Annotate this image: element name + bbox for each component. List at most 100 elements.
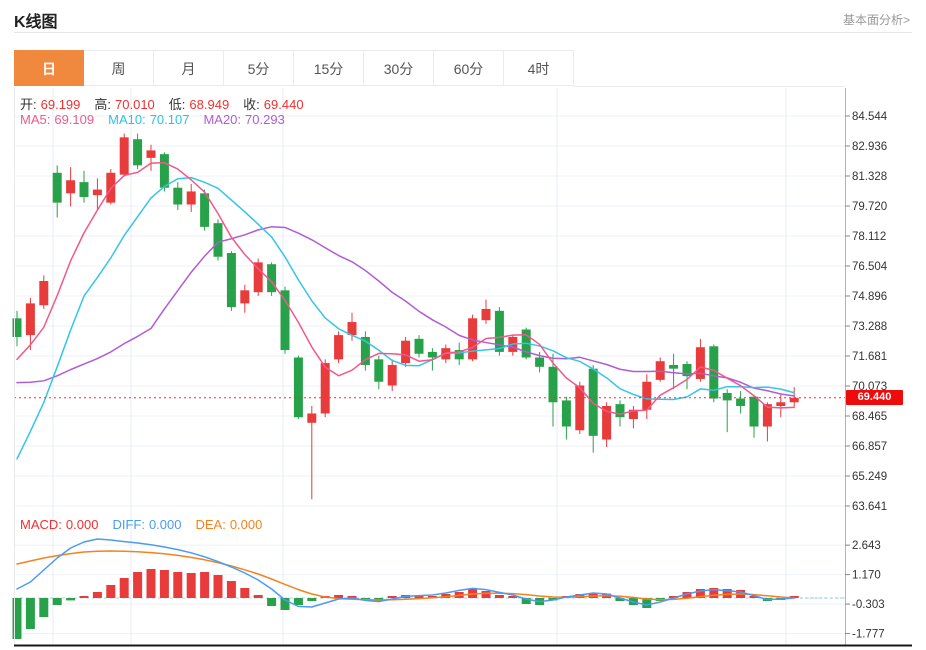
candle-body — [548, 366, 558, 403]
ohlc-row-value-1: 70.010 — [115, 97, 155, 112]
chart-area: 84.544 82.936 81.328 79.720 78.112 76.504 74.8… — [0, 88, 926, 650]
tab-30分[interactable]: 30分 — [364, 50, 434, 86]
ohlc-row-value-2: 68.949 — [189, 97, 230, 112]
macd-bar — [722, 589, 732, 598]
candle-body — [186, 191, 196, 205]
ohlc-row-label-3: 收: — [243, 97, 260, 112]
tab-日[interactable]: 日 — [14, 50, 84, 86]
macd-bar — [159, 570, 169, 598]
macd-bar — [200, 572, 210, 598]
macd-bar — [293, 598, 303, 605]
candle-body — [240, 290, 250, 304]
candle-body — [173, 187, 183, 205]
candle-body — [226, 253, 236, 308]
macd-bar — [240, 588, 250, 598]
macd-row-value-1: 0.000 — [148, 517, 182, 532]
ohlc-row-label-1: 高: — [94, 97, 112, 112]
last-price-badge: 69.440 — [846, 390, 903, 406]
macd-row-value-0: 0.000 — [65, 517, 99, 532]
macd-row-label-0: MACD: — [20, 517, 62, 532]
main-axis-tick: 63.641 — [852, 501, 887, 513]
tab-周[interactable]: 周 — [84, 50, 154, 86]
macd-legend: MACD: 0.000 DIFF: 0.000 DEA: 0.000 — [20, 517, 276, 532]
tab-月[interactable]: 月 — [154, 50, 224, 86]
candle-body — [52, 172, 62, 203]
kline-chart-canvas[interactable]: 84.544 82.936 81.328 79.720 78.112 76.504 74.8… — [0, 88, 926, 650]
macd-bar — [709, 588, 719, 598]
macd-bar — [119, 578, 129, 598]
candle-body — [575, 385, 585, 431]
ohlc-legend: 开: 69.199 高: 70.010 低: 68.949 收: 69.440 — [20, 94, 318, 113]
candle-body — [561, 400, 571, 427]
ohlc-row-label-0: 开: — [20, 97, 37, 112]
candle-body — [642, 381, 652, 410]
candle-body — [347, 322, 357, 336]
candle-body — [669, 364, 679, 369]
header-divider — [14, 32, 912, 33]
candle-body — [159, 154, 169, 188]
fundamental-analysis-link[interactable]: 基本面分析> — [842, 13, 910, 27]
main-axis-tick: 78.112 — [852, 231, 886, 243]
macd-bar — [173, 572, 183, 598]
macd-bar — [12, 598, 22, 639]
main-axis-tick: 79.720 — [852, 201, 887, 213]
macd-bar — [280, 598, 290, 610]
main-axis-tick: 74.896 — [852, 291, 887, 303]
main-axis-tick: 68.465 — [852, 411, 887, 423]
candle-body — [307, 413, 317, 423]
macd-bar — [66, 598, 76, 601]
candle-body — [481, 308, 491, 321]
candle-body — [12, 318, 22, 337]
candle-body — [320, 363, 330, 414]
macd-bar — [789, 596, 799, 598]
macd-bar — [669, 596, 679, 598]
macd-bar — [521, 598, 531, 604]
main-axis-tick: 76.504 — [852, 261, 888, 273]
candle-body — [200, 193, 210, 227]
candle-body — [66, 180, 76, 194]
candle-body — [736, 398, 746, 406]
ma-row-label-1: MA10: — [108, 112, 146, 127]
candle-body — [628, 409, 638, 420]
candle-body — [722, 392, 732, 401]
candle-body — [293, 357, 303, 418]
tab-60分[interactable]: 60分 — [434, 50, 504, 86]
macd-bar — [494, 595, 504, 598]
candle-body — [427, 351, 437, 358]
tab-15分[interactable]: 15分 — [294, 50, 364, 86]
timeframe-tab-bar: 日周月 5分 15分 30分 60分 4时 — [14, 50, 574, 86]
main-axis-tick: 71.681 — [852, 351, 887, 363]
macd-bar — [52, 598, 62, 605]
macd-row-value-2: 0.000 — [229, 517, 263, 532]
candle-body — [401, 340, 411, 364]
candle-body — [280, 290, 290, 351]
main-axis-tick: 82.936 — [852, 141, 887, 153]
candle-body — [360, 336, 370, 365]
macd-bar — [307, 598, 317, 601]
candle-body — [776, 402, 786, 406]
macd-bar — [92, 592, 102, 598]
macd-bar — [548, 598, 558, 601]
ma-row-value-1: 70.107 — [149, 112, 190, 127]
candle-body — [387, 364, 397, 386]
macd-bar — [79, 596, 89, 598]
main-axis-tick: 84.544 — [852, 111, 888, 123]
candle-body — [146, 150, 156, 158]
ma-row-value-0: 69.109 — [54, 112, 95, 127]
tab-4时[interactable]: 4时 — [504, 50, 574, 86]
tab-5分[interactable]: 5分 — [224, 50, 294, 86]
main-axis-tick: 70.073 — [852, 381, 887, 393]
candle-body — [695, 347, 705, 379]
candle-body — [213, 223, 223, 257]
candle-body — [709, 346, 719, 399]
macd-bar — [575, 594, 585, 598]
macd-bar — [213, 575, 223, 598]
macd-bar — [427, 596, 437, 598]
candle-body — [615, 404, 625, 418]
candle-body — [267, 264, 277, 293]
candle-body — [682, 364, 692, 377]
ohlc-row-label-2: 低: — [168, 97, 186, 112]
macd-row-label-2: DEA: — [195, 517, 226, 532]
ma-legend: MA5: 69.109 MA10: 70.107 MA20: 70.293 — [20, 112, 299, 127]
